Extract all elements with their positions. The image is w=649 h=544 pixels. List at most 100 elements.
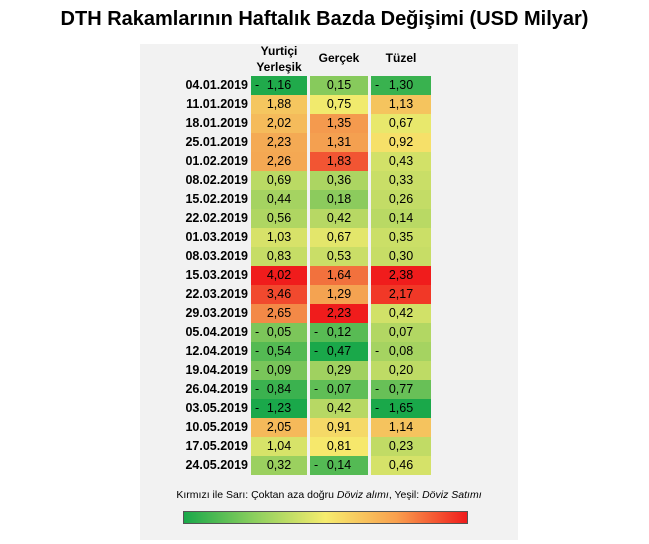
row-date-label: 24.05.2019 [185, 458, 248, 472]
minus-sign: - [375, 401, 380, 415]
heatmap-cell: -0,54 [251, 342, 307, 361]
row-date-label: 26.04.2019 [185, 382, 248, 396]
cell-value-label: 1,35 [326, 116, 352, 130]
heatmap-cell: -0,47 [310, 342, 368, 361]
heatmap-cell: 0,43 [371, 152, 431, 171]
cell-value-label: 0,44 [266, 192, 292, 206]
heatmap-cell: 0,69 [251, 171, 307, 190]
heatmap-cell: 4,02 [251, 266, 307, 285]
legend-note-prefix: Kırmızı ile Sarı: Çoktan aza doğru [176, 489, 337, 501]
column-header: Tüzel [385, 51, 417, 65]
cell-value-label: 0,75 [326, 97, 352, 111]
minus-sign: - [255, 78, 260, 92]
heatmap-cell: 0,53 [310, 247, 368, 266]
heatmap-cell: 0,30 [371, 247, 431, 266]
cell-value-label: 0,33 [388, 173, 414, 187]
minus-sign: - [375, 78, 380, 92]
row-date-label: 01.03.2019 [185, 230, 248, 244]
heatmap-cell: 2,02 [251, 114, 307, 133]
row-date-label: 12.04.2019 [185, 344, 248, 358]
cell-value-label: 0,36 [326, 173, 352, 187]
minus-sign: - [255, 401, 260, 415]
heatmap-cell: 2,38 [371, 266, 431, 285]
heatmap-cell: 0,67 [310, 228, 368, 247]
row-date-label: 22.03.2019 [185, 287, 248, 301]
heatmap-cell: -0,09 [251, 361, 307, 380]
heatmap-cell: 0,32 [251, 456, 307, 475]
heatmap-cell: -1,16 [251, 76, 307, 95]
heatmap-cell: 0,23 [371, 437, 431, 456]
cell-value-label: 0,30 [388, 249, 414, 263]
cell-value-label: 2,23 [326, 306, 352, 320]
heatmap-cell: 0,14 [371, 209, 431, 228]
heatmap-cell: 1,35 [310, 114, 368, 133]
minus-sign: - [255, 325, 260, 339]
heatmap-cell: 0,42 [371, 304, 431, 323]
heatmap-cell: 0,83 [251, 247, 307, 266]
heatmap-cell: 0,07 [371, 323, 431, 342]
heatmap-cell: 0,26 [371, 190, 431, 209]
heatmap-cell: 1,04 [251, 437, 307, 456]
column-header: Gerçek [318, 51, 360, 65]
legend-note-mid: , Yeşil: [388, 489, 423, 501]
cell-value-label: 0,42 [388, 306, 414, 320]
heatmap-cell: 0,20 [371, 361, 431, 380]
minus-sign: - [255, 363, 260, 377]
heatmap-cell: 2,17 [371, 285, 431, 304]
cell-value-label: 1,65 [388, 401, 414, 415]
column-header: Yurtiçi Yerleşik [256, 44, 302, 74]
row-date-label: 04.01.2019 [185, 78, 248, 92]
cell-value-label: 0,35 [388, 230, 414, 244]
heatmap-cell: 2,23 [251, 133, 307, 152]
cell-value-label: 0,92 [388, 135, 414, 149]
heatmap-cell: 0,92 [371, 133, 431, 152]
heatmap-cell: 0,15 [310, 76, 368, 95]
cell-value-label: 1,04 [266, 439, 292, 453]
heatmap-cell: -1,65 [371, 399, 431, 418]
heatmap-cell: 2,05 [251, 418, 307, 437]
row-date-label: 10.05.2019 [185, 420, 248, 434]
cell-value-label: 0,14 [388, 211, 414, 225]
heatmap-cell: -0,05 [251, 323, 307, 342]
heatmap-cell: 0,67 [371, 114, 431, 133]
cell-value-label: 0,29 [326, 363, 352, 377]
cell-value-label: 3,46 [266, 287, 292, 301]
minus-sign: - [314, 382, 319, 396]
cell-value-label: 0,42 [326, 401, 352, 415]
chart-title: DTH Rakamlarının Haftalık Bazda Değişimi… [60, 8, 589, 30]
cell-value-label: 1,30 [388, 78, 414, 92]
heatmap-cell: -0,07 [310, 380, 368, 399]
cell-value-label: 0,32 [266, 458, 292, 472]
heatmap-cell: 0,18 [310, 190, 368, 209]
row-date-label: 29.03.2019 [185, 306, 248, 320]
row-date-label: 15.03.2019 [185, 268, 248, 282]
cell-value-label: 1,31 [326, 135, 352, 149]
cell-value-label: 0,08 [388, 344, 414, 358]
heatmap-cell: -1,30 [371, 76, 431, 95]
cell-value-label: 0,09 [266, 363, 292, 377]
cell-value-label: 0,46 [388, 458, 414, 472]
legend-note-buy: Döviz alımı [336, 489, 389, 501]
row-date-label: 17.05.2019 [185, 439, 248, 453]
cell-value-label: 0,07 [388, 325, 414, 339]
cell-value-label: 0,81 [326, 439, 352, 453]
cell-value-label: 2,65 [266, 306, 292, 320]
cell-value-label: 0,47 [326, 344, 352, 358]
row-date-label: 01.02.2019 [185, 154, 248, 168]
cell-value-label: 2,23 [266, 135, 292, 149]
cell-value-label: 0,07 [326, 382, 352, 396]
cell-value-label: 0,77 [388, 382, 414, 396]
heatmap-cell: 0,56 [251, 209, 307, 228]
minus-sign: - [255, 382, 260, 396]
heatmap-cell: -1,23 [251, 399, 307, 418]
cell-value-label: 0,53 [326, 249, 352, 263]
heatmap-cell: 0,81 [310, 437, 368, 456]
cell-value-label: 2,38 [388, 268, 414, 282]
heatmap-cell: 0,29 [310, 361, 368, 380]
heatmap-cell: 0,36 [310, 171, 368, 190]
row-date-label: 18.01.2019 [185, 116, 248, 130]
minus-sign: - [314, 458, 319, 472]
cell-value-label: 2,26 [266, 154, 292, 168]
cell-value-label: 1,16 [266, 78, 292, 92]
row-date-label: 25.01.2019 [185, 135, 248, 149]
